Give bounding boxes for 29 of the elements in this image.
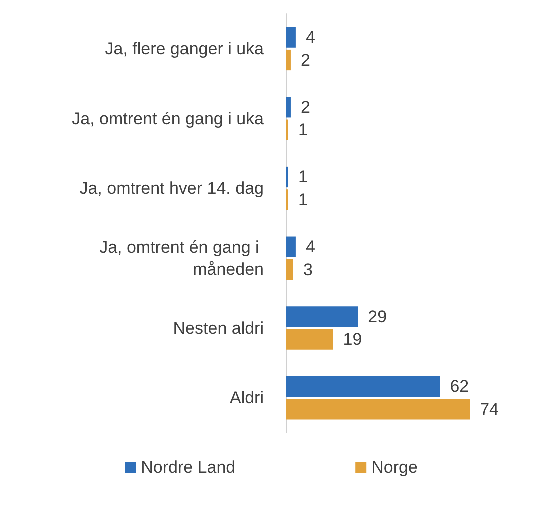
bar xyxy=(286,329,334,350)
data-label: 4 xyxy=(306,28,316,48)
data-label: 29 xyxy=(368,307,388,326)
y-tick-label: Ja, omtrent én gang i uka xyxy=(72,109,265,128)
bar xyxy=(286,50,291,71)
data-label: 2 xyxy=(300,98,310,117)
data-label: 1 xyxy=(298,190,308,210)
y-tick-label: Nesten aldri xyxy=(173,318,264,338)
data-label: 4 xyxy=(306,238,316,257)
legend-label: Nordre Land xyxy=(141,458,236,477)
data-label: 62 xyxy=(450,377,470,396)
bar xyxy=(286,97,291,118)
bar xyxy=(286,27,296,48)
data-label: 2 xyxy=(300,50,310,70)
legend-label: Norge xyxy=(372,458,418,477)
y-tick-label: Aldri xyxy=(230,388,264,408)
bar xyxy=(286,376,440,398)
data-label: 19 xyxy=(343,330,362,350)
data-label: 1 xyxy=(298,120,308,140)
y-tick-label: Ja, omtrent hver 14. dag xyxy=(80,179,264,198)
y-tick-label: Ja, omtrent én gang i måneden xyxy=(100,238,264,279)
bar xyxy=(286,236,296,258)
bar xyxy=(286,399,470,420)
bar xyxy=(286,306,358,328)
data-label: 1 xyxy=(298,168,308,187)
data-label: 74 xyxy=(480,400,499,419)
bar xyxy=(286,259,294,280)
data-label: 3 xyxy=(303,260,313,280)
y-tick-label: Ja, flere ganger i uka xyxy=(105,39,265,58)
